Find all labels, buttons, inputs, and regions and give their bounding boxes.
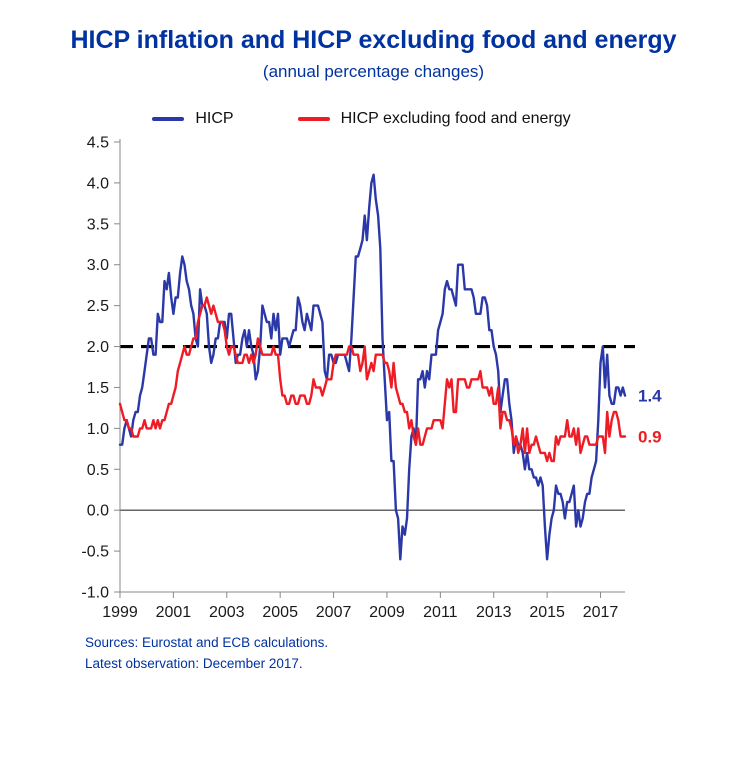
chart: 4.5 4.0 3.5 3.0 2.5 2.0 1.5 1.0 0.5 0.0 -0.5 -1.0 19… <box>40 134 747 630</box>
core-end-label: 0.9 <box>638 427 662 446</box>
page-subtitle: (annual percentage changes) <box>262 61 485 81</box>
latest-observation-line: Latest observation: December 2017. <box>85 656 303 672</box>
y-tick-label: 3.0 <box>87 257 109 274</box>
legend-label-core: HICP excluding food and energy <box>340 109 571 127</box>
hicp-line-swatch <box>152 116 185 121</box>
x-tick-label: 2011 <box>423 604 458 621</box>
x-tick-label: 2013 <box>476 604 512 621</box>
y-tick-label: 0.0 <box>87 502 109 519</box>
x-tick-label: 2009 <box>369 604 405 621</box>
x-tick-label: 2001 <box>156 604 192 621</box>
x-tick-label: 2003 <box>209 604 245 621</box>
legend-label-hicp: HICP <box>195 109 234 127</box>
x-tick-label: 2015 <box>529 604 565 621</box>
chart-svg: 4.5 4.0 3.5 3.0 2.5 2.0 1.5 1.0 0.5 0.0 -0.5 -1.0 19… <box>81 134 662 621</box>
chart-legend: HICP HICP excluding food and energy <box>0 110 723 128</box>
legend-item-core: HICP excluding food and energy <box>297 109 571 128</box>
y-tick-label: 4.0 <box>87 175 109 192</box>
y-tick-label: 1.5 <box>87 379 109 396</box>
core-series-line <box>118 295 627 462</box>
source-line: Sources: Eurostat and ECB calculations. <box>85 634 329 650</box>
x-tick-label: 2005 <box>262 604 298 621</box>
x-tick-label: 2007 <box>316 604 352 621</box>
y-tick-label: -1.0 <box>81 584 109 601</box>
y-tick-label: 1.0 <box>87 420 109 437</box>
y-tick-label: 4.5 <box>87 134 109 151</box>
y-tick-label: 0.5 <box>87 461 109 478</box>
y-tick-label: 2.5 <box>87 298 109 315</box>
x-tick-label: 2017 <box>583 604 619 621</box>
x-tick-label: 1999 <box>102 604 138 621</box>
hicp-end-label: 1.4 <box>638 386 662 405</box>
legend-item-hicp: HICP <box>152 109 234 128</box>
core-line-swatch <box>297 116 330 121</box>
y-tick-label: 2.0 <box>87 339 109 356</box>
y-tick-label: 3.5 <box>87 216 109 233</box>
chart-footnote: Sources: Eurostat and ECB calculations. … <box>85 632 747 675</box>
page-title: HICP inflation and HICP excluding food a… <box>70 26 677 54</box>
y-tick-label: -0.5 <box>81 543 109 560</box>
